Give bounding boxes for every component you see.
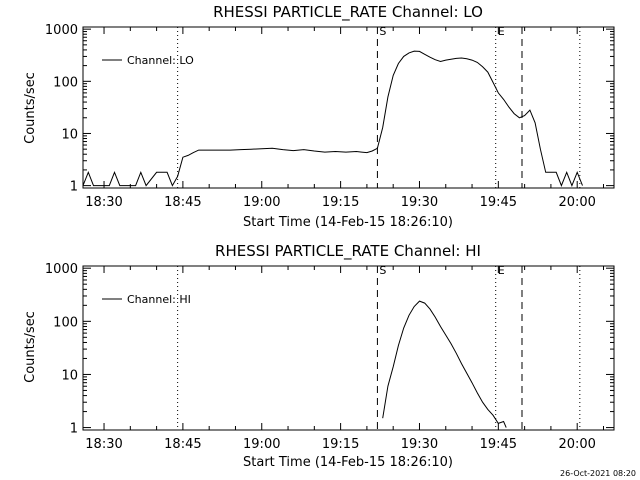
panel-hi-ylabel: Counts/sec — [23, 311, 38, 383]
y-tick-label: 10 — [61, 368, 78, 383]
plot-frame-hi — [82, 265, 615, 431]
y-tick-label: 1000 — [45, 262, 78, 277]
x-tick-label: 19:00 — [243, 437, 280, 452]
timestamp: 26-Oct-2021 08:20 — [560, 469, 636, 478]
series-line-hi — [382, 300, 507, 428]
x-tick-label: 19:45 — [480, 195, 517, 210]
marker-label-s: S — [379, 25, 386, 38]
x-tick-label: 19:15 — [322, 437, 359, 452]
panel-lo-title: RHESSI PARTICLE_RATE Channel: LO — [213, 3, 483, 22]
x-tick-label: 19:15 — [322, 195, 359, 210]
x-tick-label: 20:00 — [558, 195, 595, 210]
x-tick-label: 19:45 — [480, 437, 517, 452]
y-tick-label: 100 — [53, 75, 78, 90]
legend-label-hi: Channel: HI — [127, 293, 191, 306]
x-tick-label: 18:45 — [164, 195, 201, 210]
y-tick-label: 10 — [61, 127, 78, 142]
panel-hi-xlabel: Start Time (14-Feb-15 18:26:10) — [243, 455, 453, 470]
x-tick-label: 18:45 — [164, 437, 201, 452]
plot-frame-lo — [82, 26, 615, 189]
legend-label-lo: Channel: LO — [127, 54, 194, 67]
marker-label-e: E — [498, 25, 505, 38]
panel-lo-ylabel: Counts/sec — [23, 72, 38, 144]
x-tick-label: 19:30 — [401, 437, 438, 452]
y-tick-label: 100 — [53, 315, 78, 330]
x-tick-label: 18:30 — [85, 437, 122, 452]
series-line-lo — [82, 50, 583, 187]
panel-lo-xlabel: Start Time (14-Feb-15 18:26:10) — [243, 215, 453, 230]
marker-label-s: S — [379, 264, 386, 277]
x-tick-label: 20:00 — [558, 437, 595, 452]
x-tick-label: 18:30 — [85, 195, 122, 210]
y-tick-label: 1000 — [45, 23, 78, 38]
x-tick-label: 19:00 — [243, 195, 280, 210]
panel-hi-title: RHESSI PARTICLE_RATE Channel: HI — [215, 242, 481, 261]
x-tick-label: 19:30 — [401, 195, 438, 210]
y-tick-label: 1 — [70, 180, 78, 195]
marker-label-e: E — [498, 264, 505, 277]
y-tick-label: 1 — [70, 422, 78, 437]
